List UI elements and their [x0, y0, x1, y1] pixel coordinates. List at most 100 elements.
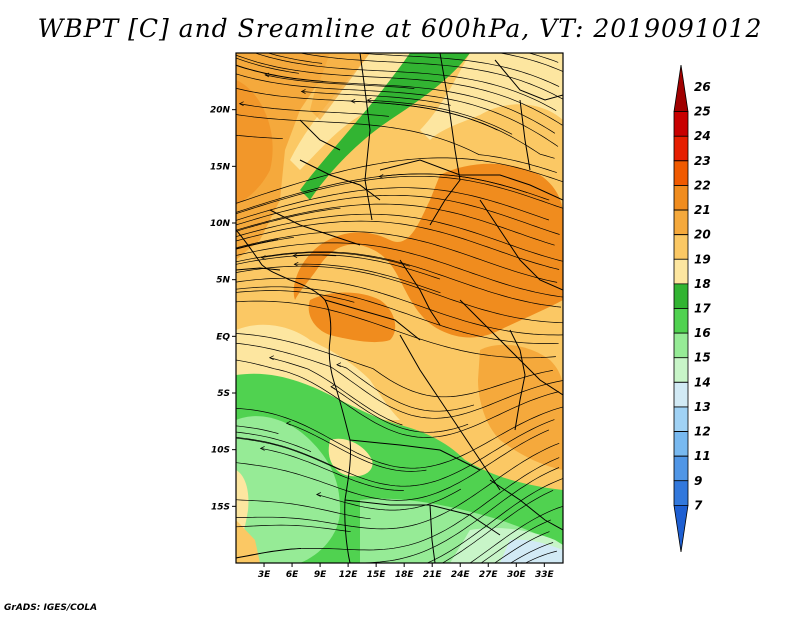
colorbar-swatch	[673, 431, 689, 457]
colorbar-swatch	[673, 406, 689, 432]
streamline	[547, 565, 562, 568]
streamline-arrow	[201, 523, 205, 527]
colorbar-label: 14	[694, 375, 711, 389]
streamline-arrow	[259, 446, 265, 451]
streamline	[236, 175, 563, 215]
streamline-arrow	[292, 253, 298, 259]
streamline	[367, 99, 513, 135]
streamline	[236, 64, 324, 82]
colorbar-swatch	[673, 381, 689, 408]
streamline-arrow	[350, 98, 356, 104]
streamline	[236, 286, 559, 344]
streamline-arrow	[195, 242, 199, 246]
lon-tick-label: 6E	[286, 570, 299, 580]
colorbar-label: 13	[694, 400, 711, 414]
streamline	[260, 448, 404, 491]
lon-tick-label: 18E	[395, 570, 415, 580]
lon-tick-label: 12E	[339, 570, 359, 580]
longitude-axis: 3E 6E 9E 12E 15E 18E 21E 24E 27E 30E 33E	[258, 563, 555, 580]
streamline	[236, 437, 341, 471]
streamline-arrow	[264, 72, 270, 78]
colorbar-label: 12	[694, 425, 711, 439]
streamline	[524, 550, 557, 563]
streamline	[236, 242, 563, 298]
streamline	[293, 254, 441, 280]
streamline	[236, 342, 563, 419]
streamline	[236, 207, 341, 232]
colorbar-label: 16	[694, 326, 711, 340]
colorbar-label: 22	[694, 178, 711, 192]
streamline	[236, 194, 560, 235]
streamline-arrow	[260, 255, 266, 260]
lon-tick-label: 33E	[535, 570, 555, 580]
colorbar-swatch	[673, 209, 689, 236]
streamline	[236, 114, 557, 173]
colorbar-label: 17	[694, 302, 711, 316]
streamline	[236, 220, 560, 270]
lat-tick-label: 5S	[217, 389, 230, 399]
streamline	[498, 53, 563, 72]
streamline	[236, 73, 559, 147]
streamline	[236, 425, 279, 434]
colorbar-label: 11	[694, 449, 711, 463]
colorbar-label: 21	[694, 203, 711, 217]
streamline	[236, 419, 555, 487]
colorbar: 26 25 24 23 22 21 20 19 18 17 16 15 14 13 12 11 9 7	[673, 64, 711, 553]
streamline	[236, 300, 556, 359]
streamline	[269, 357, 403, 426]
streamline	[236, 254, 337, 265]
colorbar-label: 23	[694, 154, 711, 168]
lat-tick-label: 5N	[216, 276, 230, 286]
colorbar-swatch	[673, 258, 689, 285]
streamline-arrow	[149, 274, 153, 278]
colorbar-swatch	[673, 64, 689, 113]
streamline	[236, 134, 283, 140]
streamline	[286, 422, 427, 472]
streamline	[236, 157, 563, 204]
streamline	[236, 333, 553, 398]
colorbar-swatch	[673, 480, 689, 506]
lat-tick-label: 10N	[210, 219, 231, 229]
colorbar-swatch	[673, 308, 689, 334]
lat-tick-label: 20N	[210, 106, 231, 116]
colorbar-swatch	[673, 160, 689, 186]
colorbar-label: 19	[694, 252, 711, 266]
colorbar-swatch	[673, 185, 689, 211]
streamline-arrow	[134, 278, 138, 282]
colorbar-swatch	[673, 135, 689, 162]
streamline	[236, 54, 563, 126]
streamline-arrow	[206, 295, 210, 299]
streamline-arrow	[285, 420, 291, 426]
wbpt-shading	[236, 53, 563, 563]
streamline	[301, 91, 451, 106]
streamline	[298, 53, 563, 100]
streamline	[426, 478, 563, 563]
grads-credit: GrADS: IGES/COLA	[4, 603, 98, 613]
streamline-arrow	[336, 362, 342, 368]
streamline	[236, 251, 562, 308]
streamline	[469, 506, 563, 563]
streamline	[236, 431, 312, 453]
streamline	[236, 265, 563, 324]
colorbar-label: 7	[694, 498, 703, 512]
streamline-arrow	[131, 404, 135, 408]
streamline	[527, 53, 559, 63]
colorbar-swatch	[673, 357, 689, 383]
streamline-arrow	[378, 174, 384, 179]
country-borders	[236, 53, 563, 563]
colorbar-swatch	[673, 455, 689, 482]
streamline	[254, 53, 557, 112]
lon-tick-label: 21E	[423, 570, 443, 580]
streamline	[266, 53, 323, 64]
lon-tick-label: 15E	[367, 570, 387, 580]
chart-title: WBPT [C] and Sreamline at 600hPa, VT: 20…	[37, 14, 763, 43]
lon-tick-label: 27E	[479, 570, 499, 580]
streamline	[236, 236, 294, 250]
streamline	[441, 489, 554, 563]
lon-tick-label: 30E	[507, 570, 527, 580]
streamline-arrow	[154, 546, 158, 550]
streamline-arrow	[238, 101, 244, 107]
streamline-arrow	[188, 274, 192, 278]
streamline	[236, 406, 563, 469]
